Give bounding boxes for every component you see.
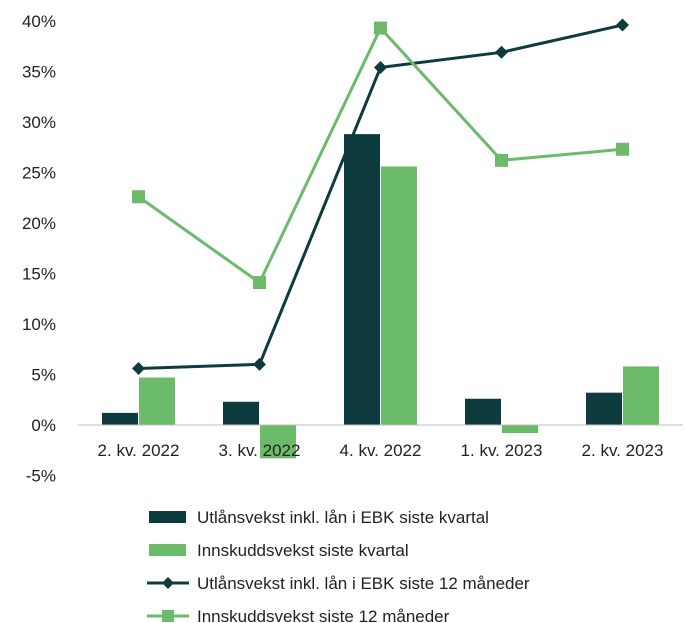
legend-label: Innskuddsvekst siste 12 måneder	[197, 607, 450, 623]
bar-deposit-quarter	[381, 166, 417, 425]
bar-lending-quarter	[344, 134, 380, 425]
y-tick-label: 40%	[22, 12, 56, 31]
y-tick-label: 25%	[22, 164, 56, 183]
legend-label: Utlånsvekst inkl. lån i EBK siste 12 mån…	[197, 574, 530, 593]
y-tick-label: 30%	[22, 113, 56, 132]
legend-swatch	[149, 544, 186, 556]
bar-deposit-quarter	[139, 377, 175, 425]
legend-marker	[162, 610, 174, 622]
marker-deposit-12m	[132, 190, 145, 204]
marker-lending-12m	[253, 357, 266, 371]
y-tick-label: -5%	[26, 467, 56, 486]
marker-deposit-12m	[374, 21, 387, 35]
bar-deposit-quarter	[502, 425, 538, 434]
legend-label: Utlånsvekst inkl. lån i EBK siste kvarta…	[197, 508, 489, 527]
bar-lending-quarter	[586, 392, 622, 425]
x-tick-label: 3. kv. 2022	[219, 441, 301, 460]
marker-deposit-12m	[253, 276, 266, 290]
bar-lending-quarter	[465, 398, 501, 425]
marker-deposit-12m	[616, 142, 629, 156]
bar-lending-quarter	[102, 412, 138, 425]
bar-deposit-quarter	[260, 425, 296, 459]
marker-lending-12m	[616, 18, 629, 32]
legend-label: Innskuddsvekst siste kvartal	[197, 541, 409, 560]
legend-swatch	[149, 511, 186, 523]
marker-lending-12m	[132, 361, 145, 375]
y-tick-label: 20%	[22, 214, 56, 233]
bar-deposit-quarter	[623, 366, 659, 425]
bar-lending-quarter	[223, 401, 259, 425]
marker-deposit-12m	[495, 153, 508, 167]
marker-lending-12m	[495, 45, 508, 59]
x-tick-label: 1. kv. 2023	[461, 441, 543, 460]
x-tick-label: 2. kv. 2023	[582, 441, 664, 460]
y-tick-label: 0%	[31, 416, 56, 435]
x-tick-label: 2. kv. 2022	[98, 441, 180, 460]
y-tick-label: 15%	[22, 265, 56, 284]
y-tick-label: 35%	[22, 63, 56, 82]
x-tick-label: 4. kv. 2022	[340, 441, 422, 460]
y-tick-label: 10%	[22, 315, 56, 334]
y-tick-label: 5%	[31, 366, 56, 385]
legend-marker	[162, 577, 174, 589]
marker-lending-12m	[374, 60, 387, 74]
line-lending-12m	[138, 23, 623, 370]
